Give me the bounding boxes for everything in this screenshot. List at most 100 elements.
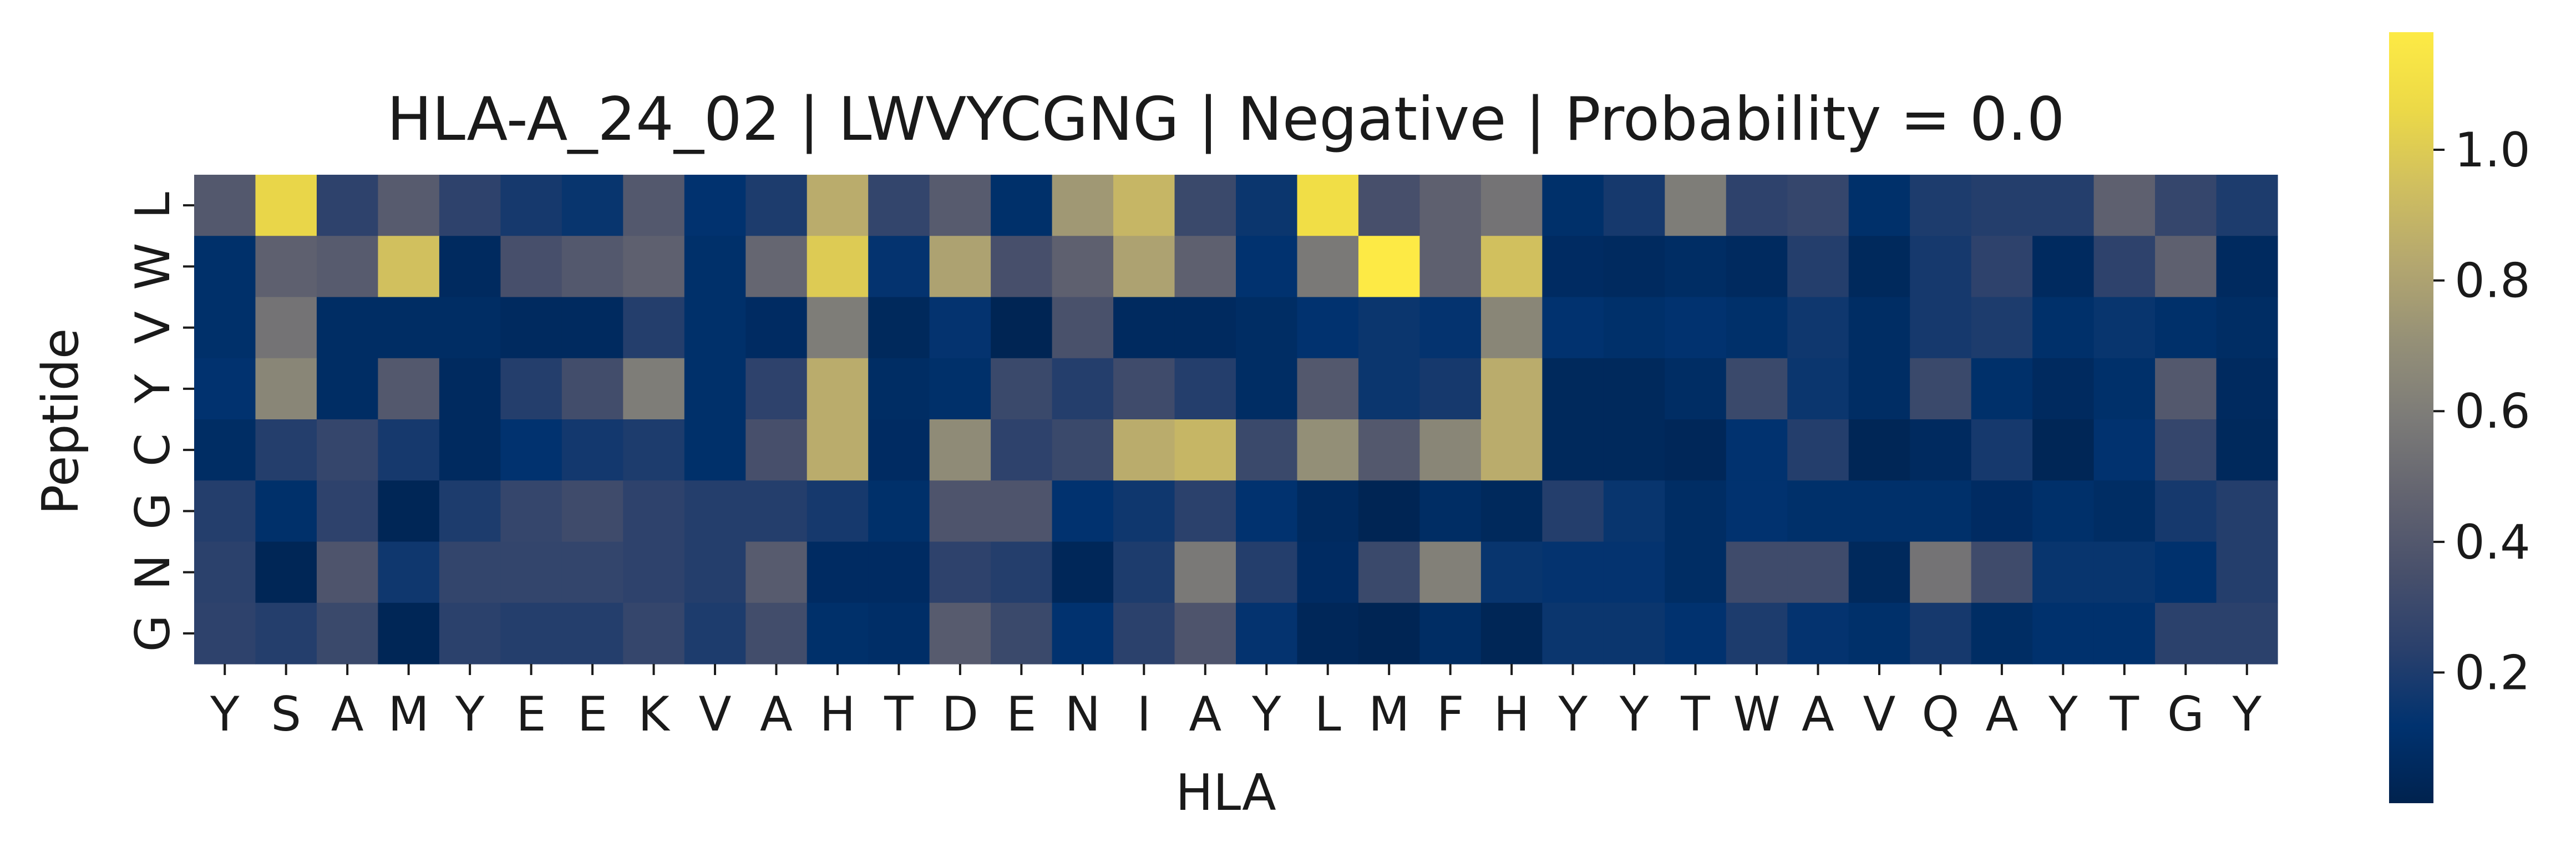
- heatmap-cell: [684, 236, 746, 298]
- heatmap-cell: [1113, 602, 1175, 665]
- x-tick-label: E: [577, 687, 607, 742]
- heatmap-cell: [500, 602, 562, 665]
- heatmap-cell: [1236, 297, 1298, 359]
- heatmap-cell: [807, 358, 869, 420]
- heatmap-cell: [1542, 297, 1604, 359]
- heatmap-cell: [194, 175, 256, 236]
- heatmap-cell: [1174, 297, 1236, 359]
- heatmap-cell: [1971, 480, 2033, 542]
- heatmap-cell: [1787, 236, 1849, 298]
- heatmap-cell: [1603, 236, 1665, 298]
- y-tick-label: G: [125, 493, 181, 530]
- heatmap-cell: [1971, 236, 2033, 298]
- x-tick-label: D: [942, 687, 978, 742]
- heatmap-cell: [1603, 541, 1665, 604]
- heatmap-cell: [194, 297, 256, 359]
- heatmap-cell: [1665, 602, 1727, 665]
- x-tick-label: V: [1863, 687, 1896, 742]
- x-tick-label: L: [1315, 687, 1341, 742]
- heatmap-cell: [2032, 175, 2095, 236]
- heatmap-cell: [1113, 419, 1175, 481]
- heatmap-cell: [2155, 175, 2217, 236]
- heatmap-cell: [991, 541, 1053, 604]
- heatmap-cell: [1971, 358, 2033, 420]
- heatmap-cell: [1419, 236, 1482, 298]
- heatmap-cell: [2093, 297, 2156, 359]
- heatmap-cell: [1358, 236, 1421, 298]
- heatmap-cell: [1848, 358, 1910, 420]
- heatmap-cell: [1236, 480, 1298, 542]
- heatmap-cell: [316, 297, 379, 359]
- heatmap-cell: [561, 419, 623, 481]
- heatmap-cell: [1726, 541, 1788, 604]
- heatmap-cell: [1358, 419, 1421, 481]
- heatmap-cell: [1848, 480, 1910, 542]
- x-tick-label: A: [1802, 687, 1834, 742]
- heatmap-cell: [1542, 358, 1604, 420]
- heatmap-cell: [255, 480, 317, 542]
- heatmap-cell: [1297, 541, 1359, 604]
- heatmap-cell: [1358, 175, 1421, 236]
- heatmap-cell: [807, 602, 869, 665]
- x-tick-label: M: [388, 687, 429, 742]
- heatmap-cell: [1174, 480, 1236, 542]
- x-tick-label: T: [884, 687, 914, 742]
- heatmap-cell: [439, 602, 501, 665]
- heatmap-cell: [1113, 358, 1175, 420]
- heatmap-cell: [2155, 602, 2217, 665]
- heatmap-cell: [1665, 541, 1727, 604]
- heatmap-cell: [1419, 541, 1482, 604]
- heatmap-cell: [684, 419, 746, 481]
- heatmap-cell: [2032, 602, 2095, 665]
- heatmap-cell: [1542, 175, 1604, 236]
- heatmap-cell: [623, 236, 685, 298]
- heatmap-cell: [1174, 602, 1236, 665]
- heatmap-cell: [378, 175, 440, 236]
- heatmap-cell: [316, 175, 379, 236]
- x-tick-label: A: [760, 687, 793, 742]
- x-axis-label: HLA: [1175, 764, 1276, 822]
- heatmap-cell: [684, 358, 746, 420]
- heatmap-cell: [439, 541, 501, 604]
- heatmap-cell: [1419, 419, 1482, 481]
- heatmap-cell: [1174, 419, 1236, 481]
- heatmap-cell: [1726, 175, 1788, 236]
- y-tick-label: W: [125, 243, 181, 290]
- heatmap-cell: [623, 358, 685, 420]
- heatmap-cell: [991, 236, 1053, 298]
- y-axis: LWVYCGNG: [125, 192, 194, 652]
- heatmap-cell: [1542, 541, 1604, 604]
- heatmap-cell: [868, 602, 930, 665]
- heatmap-cell: [1358, 358, 1421, 420]
- heatmap-cell: [1174, 175, 1236, 236]
- heatmap-cell: [1113, 236, 1175, 298]
- heatmap-cell: [1787, 358, 1849, 420]
- heatmap-cell: [1910, 358, 1972, 420]
- heatmap-cell: [746, 358, 808, 420]
- heatmap-cell: [1726, 358, 1788, 420]
- heatmap-cell: [439, 297, 501, 359]
- x-tick-label: A: [1189, 687, 1221, 742]
- x-tick-label: E: [516, 687, 546, 742]
- heatmap-cell: [1236, 175, 1298, 236]
- heatmap-cell: [500, 297, 562, 359]
- colorbar-tick-label: 0.4: [2455, 515, 2531, 570]
- heatmap-cell: [439, 419, 501, 481]
- heatmap-cell: [255, 358, 317, 420]
- x-tick-label: H: [1494, 687, 1530, 742]
- heatmap-cell: [991, 419, 1053, 481]
- heatmap-cell: [1419, 602, 1482, 665]
- x-tick-label: Y: [2048, 687, 2078, 742]
- heatmap-cell: [1971, 419, 2033, 481]
- x-tick-label: V: [699, 687, 732, 742]
- heatmap-cell: [1113, 175, 1175, 236]
- heatmap-cell: [2155, 541, 2217, 604]
- heatmap-cell: [2155, 358, 2217, 420]
- heatmap-cell: [255, 175, 317, 236]
- x-tick-label: W: [1733, 687, 1780, 742]
- heatmap-cell: [1052, 358, 1114, 420]
- heatmap-cell: [1910, 419, 1972, 481]
- heatmap-cell: [1358, 297, 1421, 359]
- heatmap-cell: [746, 419, 808, 481]
- heatmap-cell: [623, 175, 685, 236]
